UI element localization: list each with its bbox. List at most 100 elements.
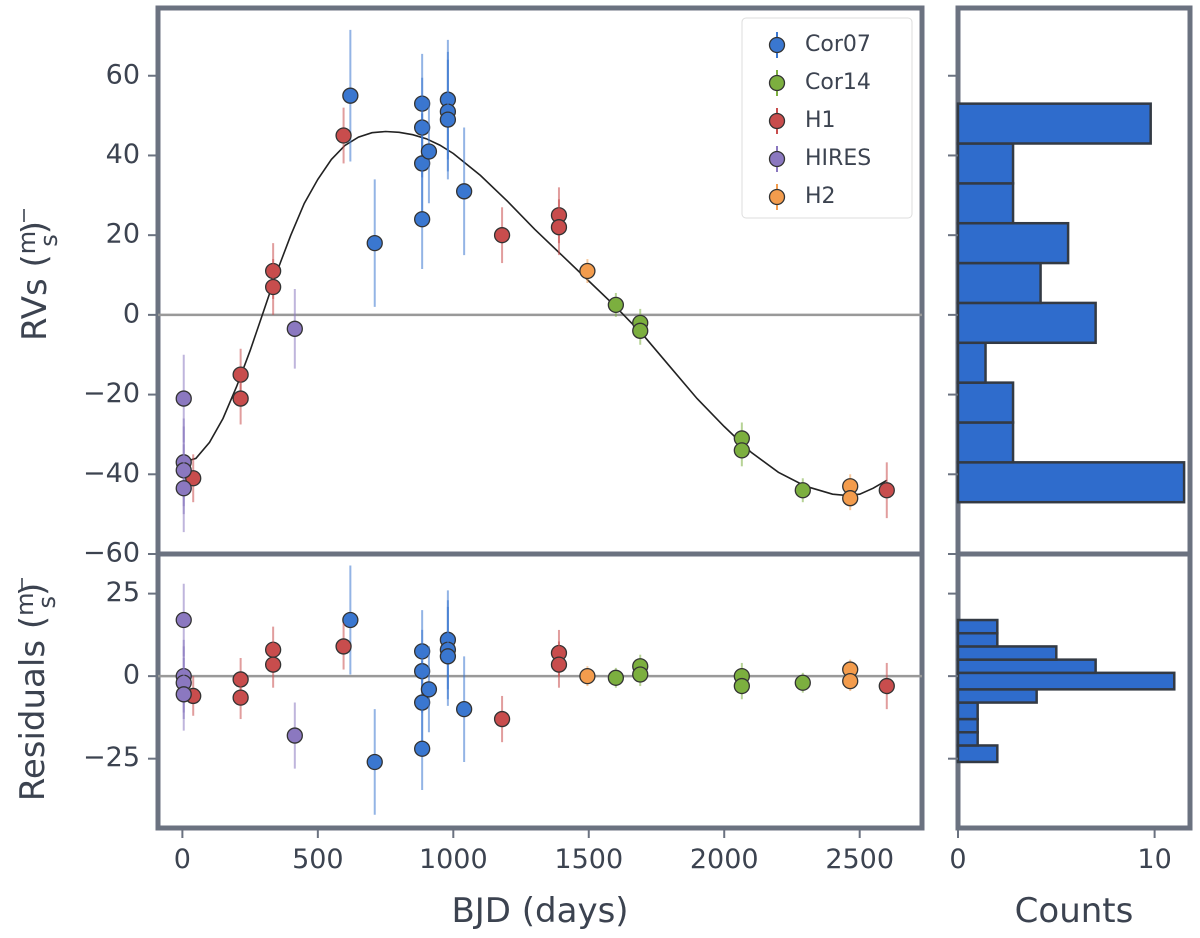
x-tick-label: 500 [292,844,344,875]
histogram-bar [956,671,1176,691]
hires-legend-marker [768,150,786,168]
hires-data-point [175,611,192,629]
y-tick-label: −20 [83,378,140,409]
x-tick-label: 1500 [554,844,623,875]
legend-label-cor14: Cor14 [805,70,871,95]
cor14-data-point [607,669,625,686]
h2-data-point [579,262,596,280]
residuals-panel-frame [155,551,925,831]
cor14-data-point [794,482,811,499]
hires-data-point [286,727,303,744]
rv-y-axis-label: RVs (ms) [13,221,63,341]
histogram-bar [956,381,1015,424]
h1-data-point [232,689,249,706]
x-tick-label: 0 [949,844,966,875]
histogram-bar [956,731,979,747]
h1-data-point [878,482,895,499]
rv-model-curve [182,130,888,497]
y-tick-label: 25 [106,577,140,608]
legend: Cor07 Cor14 H1 HIRES H2 [741,17,913,219]
cor07-data-point [413,211,431,228]
legend-label-hires: HIRES [805,146,871,171]
cor14-data-point [632,322,649,339]
histogram-bar [956,301,1097,345]
x-tick-label: 2500 [825,844,894,875]
histogram-bar [956,658,1097,675]
histogram-bar [956,261,1042,305]
h1-data-point [264,656,282,673]
histogram-bar [956,645,1058,661]
keplerian-model-line [182,130,888,497]
residuals-y-axis-label: Residuals (ms) [11,583,61,802]
h1-data-point [232,390,249,407]
residual-histogram-bars [956,618,1176,764]
h1-data-point [550,219,568,236]
legend-label-cor07: Cor07 [805,32,871,57]
cor14-data-point [794,674,811,691]
cor14-legend-marker [768,74,786,92]
cor14-data-point [632,666,649,683]
cor07-data-point [420,681,438,698]
cor14-data-point [733,677,750,695]
cor07-data-point [420,143,438,160]
cor14-data-point [733,442,750,459]
histogram-bar [956,421,1015,464]
histogram-bar [956,182,1015,225]
x-tick-label: 2000 [690,844,759,875]
cor07-data-point [366,234,383,252]
cor07-data-point [455,183,473,200]
histogram-bar [956,221,1070,265]
x-tick-label: 0 [174,844,191,875]
h1-data-point [550,656,568,673]
histogram-bar [956,744,999,764]
histogram-bar [956,102,1152,145]
h2-data-point [842,490,859,507]
rv-data-points [175,29,895,533]
h1-data-point [335,638,352,655]
legend-label-h1: H1 [805,108,836,133]
residual-data-points [175,565,895,815]
y-tick-label: 60 [106,59,140,90]
x-tick-label: 1000 [419,844,488,875]
cor07-data-point [366,753,383,771]
rv-histogram-bars [956,102,1186,504]
h2-data-point [579,667,596,685]
cor07-data-point [455,701,473,718]
hires-data-point [286,320,303,337]
cor07-data-point [342,87,359,104]
h2-legend-marker [768,188,786,206]
main-x-axis-label: BJD (days) [451,891,628,931]
histogram-bar [956,701,979,721]
y-tick-label: −25 [83,742,140,773]
cor14-data-point [607,296,625,314]
y-tick-label: 0 [123,660,140,691]
histogram-x-axis-label: Counts [1015,891,1134,931]
y-tick-label: 0 [123,298,140,329]
cor07-legend-marker [768,36,786,54]
histogram-bar [956,142,1015,185]
hires-data-point [175,390,192,407]
cor07-data-point [439,111,457,128]
legend-box [741,17,913,219]
cor07-data-point [439,648,457,665]
cor07-data-point [342,611,359,629]
h2-data-point [842,672,859,690]
histogram-bar [956,717,979,734]
histogram-bar [956,688,1038,704]
h1-data-point [493,710,511,728]
histogram-bar [956,461,1186,504]
h1-data-point [264,278,282,296]
y-tick-label: −40 [83,458,140,489]
y-tick-label: 40 [106,139,140,170]
legend-label-h2: H2 [805,184,836,209]
y-tick-label: −60 [83,538,140,569]
hires-data-point [175,480,192,497]
h1-data-point [335,127,352,144]
histogram-bar [956,341,987,384]
cor07-data-point [413,740,431,757]
y-tick-label: 20 [106,219,140,250]
histogram-bar [956,631,999,648]
h1-legend-marker [768,112,786,130]
